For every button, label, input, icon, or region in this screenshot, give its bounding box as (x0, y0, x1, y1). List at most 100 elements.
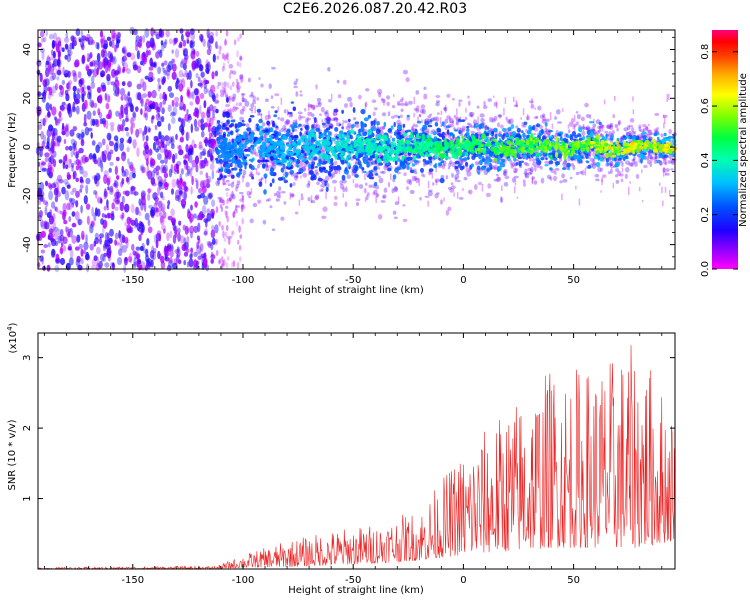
spectrogram-cell (597, 167, 602, 173)
spectrogram-cell (73, 98, 79, 105)
spectrogram-cell (85, 203, 91, 210)
spectrogram-cell (454, 174, 460, 180)
spectrogram-cell (124, 127, 129, 132)
spectrogram-cell (203, 230, 208, 236)
spectrogram-cell (207, 193, 213, 200)
spectrogram-cell (546, 174, 552, 179)
spectrogram-cell (81, 54, 86, 64)
spectrogram-cell (326, 119, 331, 125)
spectrogram-cell (298, 114, 302, 121)
spectrogram-cell (170, 135, 175, 146)
spectrogram-cell (45, 30, 48, 37)
spectrogram-cell (270, 160, 275, 166)
spectrogram-cell (55, 258, 61, 265)
spectrogram-cell (360, 108, 366, 115)
spectrogram-cell (413, 159, 419, 163)
spectrogram-cell (221, 52, 225, 60)
spectrogram-cell (289, 183, 293, 188)
spectrogram-cell (253, 149, 257, 154)
spectrogram-cell (615, 174, 618, 178)
spectrogram-cell (44, 206, 48, 216)
spectrogram-cell (206, 106, 211, 115)
spectrogram-cell (203, 100, 207, 109)
spectrogram-cell (90, 132, 93, 139)
spectrogram-cell (152, 141, 157, 151)
spectrogram-cell (415, 178, 420, 184)
spectrogram-cell (96, 208, 101, 217)
spectrogram-cell (80, 258, 84, 265)
spectrogram-cell (333, 169, 339, 175)
spectrogram-cell (138, 211, 142, 217)
spectrogram-cell (300, 135, 305, 139)
spectrogram-cell (617, 121, 621, 126)
spectrogram-cell (69, 249, 74, 259)
spectrogram-cell (215, 41, 218, 49)
spectrogram-cell (408, 100, 413, 105)
spectrogram-cell (561, 173, 565, 179)
spectrogram-cell (135, 92, 140, 101)
spectrogram-cell (50, 183, 57, 189)
spectrogram-cell (493, 165, 499, 171)
spectrogram-cell (148, 49, 151, 56)
spectrogram-cell (629, 118, 635, 123)
spectrogram-cell (528, 128, 533, 132)
spectrogram-cell (479, 159, 483, 166)
spectrogram-cell (215, 170, 220, 174)
spectrogram-cell (496, 166, 500, 172)
spectrogram-cell (406, 114, 410, 118)
spectrogram-cell (215, 238, 218, 245)
spectrogram-cell (119, 141, 125, 152)
spectrogram-cell (103, 174, 108, 185)
spectrogram-cell (122, 68, 125, 74)
spectrogram-cell (339, 180, 343, 185)
spectrogram-cell (44, 221, 50, 230)
spectrogram-cell (368, 184, 374, 188)
spectrogram-cell (174, 228, 178, 239)
spectrogram-cell (166, 72, 170, 80)
spectrogram-cell (111, 202, 115, 210)
spectrogram-cell (211, 225, 215, 231)
spectrogram-cell (374, 181, 378, 187)
spectrogram-cell (221, 181, 225, 186)
spectrogram-cell (225, 112, 231, 119)
spectrogram-cell (427, 115, 432, 118)
spectrogram-cell (229, 130, 234, 136)
spectrogram-cell (245, 123, 250, 128)
spectrogram-cell (43, 93, 47, 99)
spectrogram-cell (104, 92, 108, 101)
spectrogram-cell (606, 124, 612, 129)
spectrogram-cell (592, 151, 596, 157)
spectrogram-cell (315, 104, 319, 108)
spectrogram-cell (429, 119, 433, 123)
spectrogram-cell (75, 158, 80, 166)
spectrogram-cell (132, 112, 137, 122)
spectrogram-cell (397, 103, 401, 106)
spectrogram-cell (268, 83, 272, 89)
spectrogram-cell (223, 81, 227, 88)
spectrogram-cell (609, 160, 613, 165)
spectrogram-cell (234, 123, 238, 129)
spectrogram-cell (77, 264, 83, 271)
spectrogram-cell (203, 159, 209, 164)
spectrogram-cell (225, 224, 229, 232)
spectrogram-cell (171, 245, 174, 252)
spectrogram-cell (647, 152, 653, 159)
spectrogram-cell (87, 92, 91, 100)
spectrogram-cell (304, 107, 307, 112)
spectrogram-cell (598, 121, 602, 126)
spectrogram-cell (609, 164, 614, 169)
spectrogram-cell (670, 159, 676, 165)
spectrogram-cell (126, 68, 131, 75)
spectrogram-cell (222, 177, 226, 186)
spectrogram-cell (454, 165, 459, 170)
spectrogram-cell (68, 80, 73, 85)
spectrogram-cell (67, 232, 71, 238)
spectrogram-cell (216, 45, 219, 50)
spectrogram-cell (113, 91, 119, 97)
spectrogram-cell (58, 179, 64, 184)
spectrogram-cell (163, 172, 169, 179)
spectrogram-cell (106, 73, 111, 82)
spectrogram-cell (363, 117, 369, 122)
spectrogram-cell (238, 225, 241, 233)
spectrogram-cell (188, 154, 193, 164)
